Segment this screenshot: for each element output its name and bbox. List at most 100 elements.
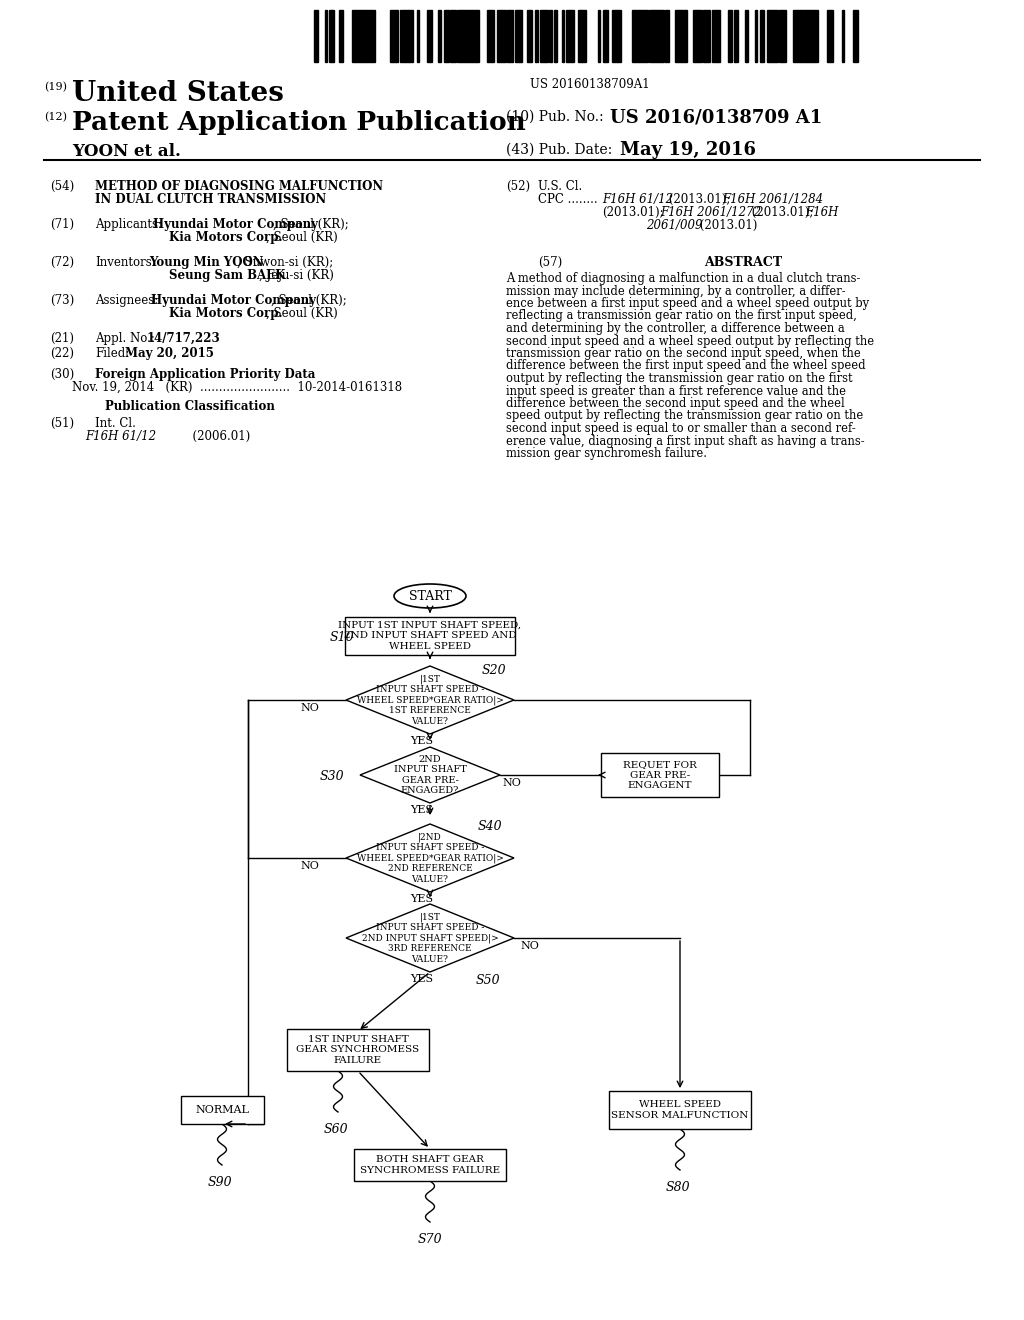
Bar <box>706 11 710 62</box>
Text: (57): (57) <box>538 256 562 269</box>
Bar <box>853 11 857 62</box>
Bar <box>728 11 732 62</box>
Bar <box>662 11 664 62</box>
Text: S60: S60 <box>324 1123 348 1137</box>
Text: ABSTRACT: ABSTRACT <box>703 256 782 269</box>
Bar <box>679 11 682 62</box>
Bar <box>580 11 583 62</box>
Text: Young Min YOON: Young Min YOON <box>150 256 263 269</box>
Bar <box>427 11 432 62</box>
Text: U.S. Cl.: U.S. Cl. <box>538 180 583 193</box>
Text: US 20160138709A1: US 20160138709A1 <box>530 78 650 91</box>
Ellipse shape <box>394 583 466 609</box>
Text: |1ST
INPUT SHAFT SPEED -
2ND INPUT SHAFT SPEED|>
3RD REFERENCE
VALUE?: |1ST INPUT SHAFT SPEED - 2ND INPUT SHAFT… <box>361 912 499 964</box>
Bar <box>451 11 452 62</box>
Polygon shape <box>346 667 514 734</box>
Bar <box>526 11 529 62</box>
Bar <box>566 11 570 62</box>
Text: , Seoul (KR);: , Seoul (KR); <box>271 294 347 308</box>
Bar <box>605 11 608 62</box>
Bar <box>326 11 328 62</box>
Text: Publication Classification: Publication Classification <box>105 400 274 413</box>
Text: ence between a first input speed and a wheel speed output by: ence between a first input speed and a w… <box>506 297 869 310</box>
Bar <box>545 11 548 62</box>
Bar <box>810 11 811 62</box>
Text: (2013.01);: (2013.01); <box>665 193 730 206</box>
Text: S70: S70 <box>418 1233 442 1246</box>
Text: NO: NO <box>520 941 539 950</box>
Bar <box>797 11 800 62</box>
Text: YES: YES <box>411 737 433 746</box>
Bar <box>745 11 749 62</box>
Text: Inventors:: Inventors: <box>95 256 156 269</box>
Bar <box>682 11 685 62</box>
Text: Appl. No.:: Appl. No.: <box>95 333 155 345</box>
Text: NORMAL: NORMAL <box>195 1105 249 1115</box>
Bar <box>507 11 508 62</box>
Text: (2013.01);: (2013.01); <box>602 206 664 219</box>
Bar <box>404 11 409 62</box>
Bar <box>773 11 777 62</box>
Text: (21): (21) <box>50 333 74 345</box>
Bar <box>443 11 449 62</box>
Text: Filed:: Filed: <box>95 347 129 360</box>
Bar <box>685 11 687 62</box>
Text: NO: NO <box>301 704 319 713</box>
Bar <box>578 11 580 62</box>
Bar <box>800 11 802 62</box>
Text: Assignees:: Assignees: <box>95 294 159 308</box>
Text: erence value, diagnosing a first input shaft as having a trans-: erence value, diagnosing a first input s… <box>506 434 864 447</box>
Bar <box>583 11 587 62</box>
FancyBboxPatch shape <box>601 752 719 797</box>
Bar <box>486 11 492 62</box>
Text: (2006.01): (2006.01) <box>155 430 250 444</box>
Text: Kia Motors Corp.: Kia Motors Corp. <box>169 308 283 319</box>
Text: F16H 2061/1284: F16H 2061/1284 <box>722 193 823 206</box>
Text: , Seoul (KR): , Seoul (KR) <box>266 308 338 319</box>
Text: NO: NO <box>301 861 319 871</box>
Bar <box>842 11 844 62</box>
Text: START: START <box>409 590 452 602</box>
Bar <box>339 11 343 62</box>
Bar <box>498 11 502 62</box>
Bar <box>696 11 701 62</box>
Bar <box>806 11 810 62</box>
Text: (10) Pub. No.:: (10) Pub. No.: <box>506 110 603 124</box>
Text: F16H 2061/1272: F16H 2061/1272 <box>660 206 761 219</box>
Text: F16H 61/12: F16H 61/12 <box>602 193 673 206</box>
Text: 14/717,223: 14/717,223 <box>147 333 221 345</box>
Bar <box>603 11 605 62</box>
Bar <box>769 11 773 62</box>
Text: speed output by reflecting the transmission gear ratio on the: speed output by reflecting the transmiss… <box>506 409 863 422</box>
Text: |1ST
INPUT SHAFT SPEED -
WHEEL SPEED*GEAR RATIO|>
1ST REFERENCE
VALUE?: |1ST INPUT SHAFT SPEED - WHEEL SPEED*GEA… <box>356 675 504 726</box>
Bar <box>611 11 616 62</box>
Text: WHEEL SPEED
SENSOR MALFUNCTION: WHEEL SPEED SENSOR MALFUNCTION <box>611 1101 749 1119</box>
Bar <box>756 11 757 62</box>
Text: (52): (52) <box>506 180 530 193</box>
Bar <box>570 11 573 62</box>
Bar <box>657 11 658 62</box>
Bar <box>831 11 834 62</box>
Text: S40: S40 <box>478 820 503 833</box>
Text: S50: S50 <box>476 974 501 987</box>
Bar <box>735 11 737 62</box>
Bar <box>658 11 662 62</box>
Bar <box>515 11 519 62</box>
Bar <box>463 11 467 62</box>
Text: (72): (72) <box>50 256 74 269</box>
Bar <box>692 11 695 62</box>
Text: S80: S80 <box>666 1181 690 1195</box>
Bar <box>734 11 735 62</box>
Text: May 20, 2015: May 20, 2015 <box>125 347 214 360</box>
Text: second input speed and a wheel speed output by reflecting the: second input speed and a wheel speed out… <box>506 334 874 347</box>
Bar <box>452 11 456 62</box>
Text: Int. Cl.: Int. Cl. <box>95 417 136 430</box>
Text: input speed is greater than a first reference value and the: input speed is greater than a first refe… <box>506 384 846 397</box>
FancyBboxPatch shape <box>345 616 515 655</box>
Text: S10: S10 <box>330 631 354 644</box>
Text: 1ST INPUT SHAFT
GEAR SYNCHROMESS
FAILURE: 1ST INPUT SHAFT GEAR SYNCHROMESS FAILURE <box>296 1035 420 1065</box>
Bar <box>644 11 647 62</box>
Text: YES: YES <box>411 894 433 904</box>
Text: mission gear synchromesh failure.: mission gear synchromesh failure. <box>506 447 707 459</box>
Bar <box>654 11 657 62</box>
